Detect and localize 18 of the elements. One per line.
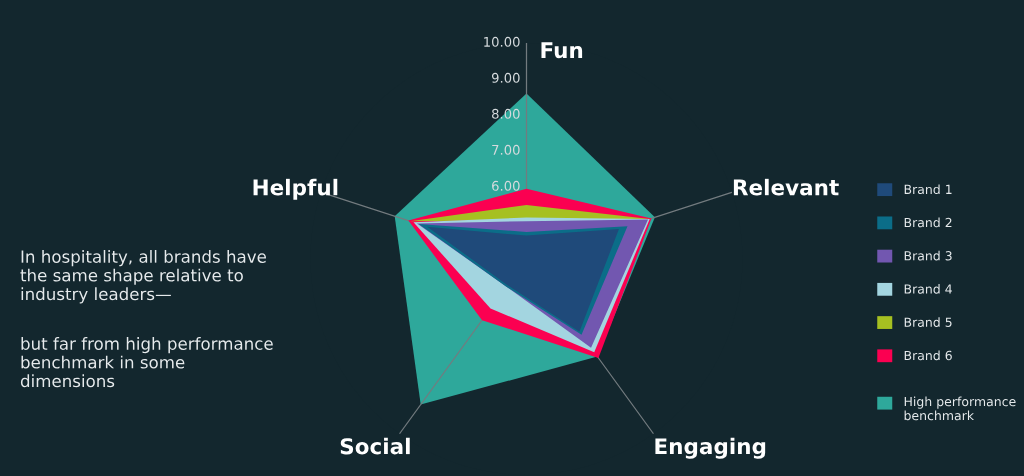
legend-label: Brand 1 [904,184,952,195]
legend-label: Brand 4 [904,284,952,294]
legend-label: High performance benchmark [904,396,1016,421]
spoke-label: Engaging [655,437,766,459]
y-tick-label: 6.00 [492,180,520,191]
y-tick-label: 10.00 [484,36,520,47]
spoke-label: Helpful [253,178,338,200]
legend-label: Brand 3 [904,250,952,261]
text: In hospitality, all brands have the same shape relative to industry leaders— [20,250,266,304]
spoke-label: Fun [541,42,583,59]
legend-label: Brand 6 [904,350,952,361]
text: but far from high performance benchmark in some dimensions [20,337,273,388]
spoke-label: Relevant [733,178,839,196]
legend-label: Brand 5 [904,317,952,327]
y-tick-label: 9.00 [491,72,520,83]
spoke-label: Social [340,437,410,455]
legend-label: Brand 2 [904,217,952,228]
y-tick-label: 7.00 [492,144,520,155]
